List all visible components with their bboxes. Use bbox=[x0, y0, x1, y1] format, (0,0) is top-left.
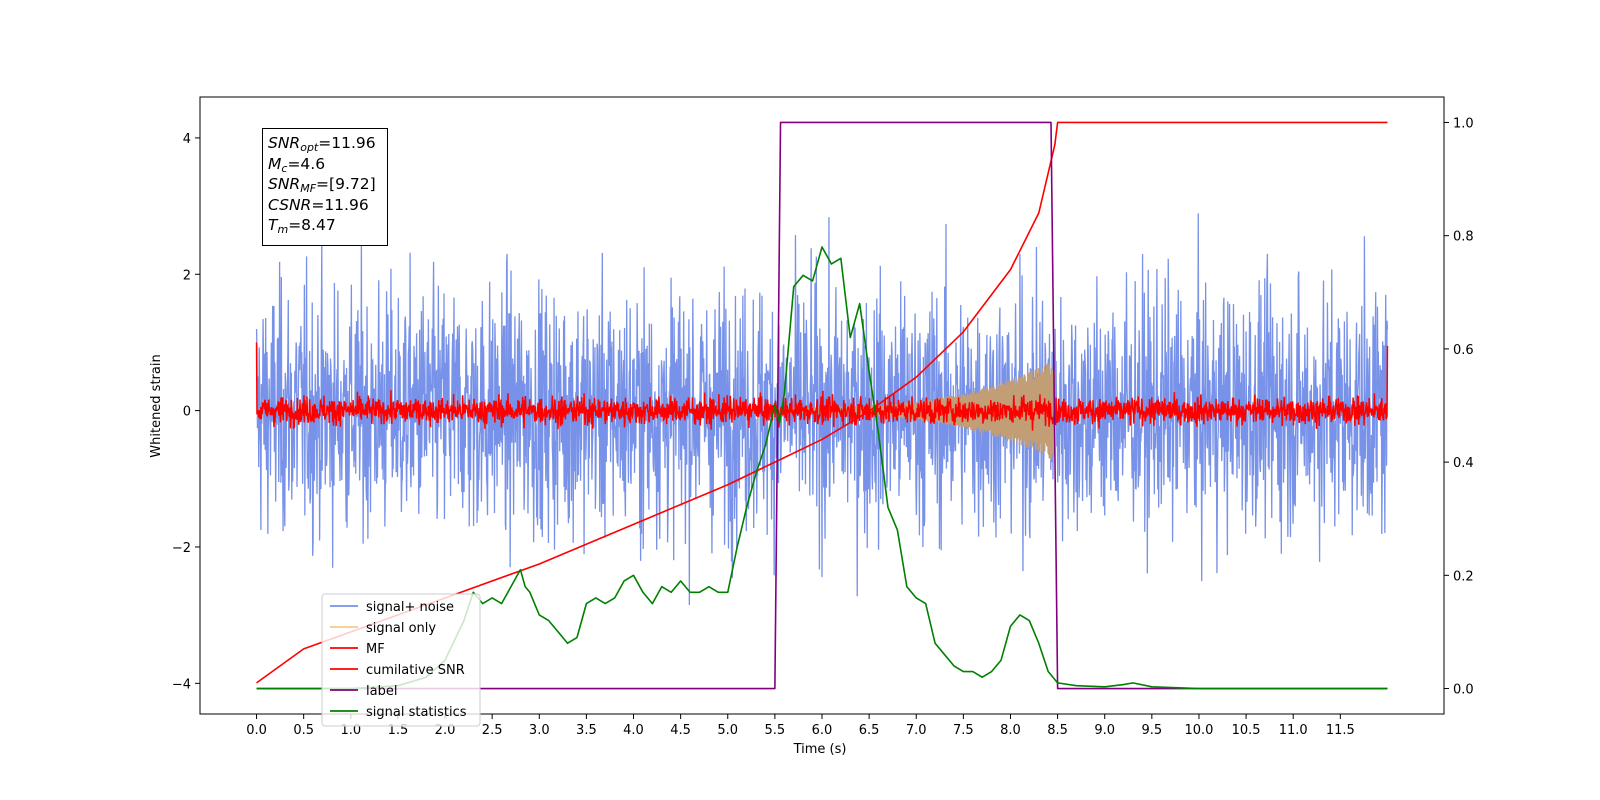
legend-frame bbox=[321, 593, 481, 727]
snr-opt-value: =11.96 bbox=[318, 134, 376, 152]
x-tick-label: 1.0 bbox=[340, 723, 361, 738]
snr-mf-line: SNRMF=[9.72] bbox=[268, 175, 376, 195]
tm-line: Tm=8.47 bbox=[268, 216, 336, 236]
x-axis-label: Time (s) bbox=[793, 742, 847, 757]
x-tick-label: 10.0 bbox=[1184, 723, 1213, 738]
y-right-tick-label: 0.8 bbox=[1453, 230, 1474, 245]
x-tick-label: 8.0 bbox=[1000, 723, 1021, 738]
x-axis: 0.0 0.5 1.0 1.5 2.0 2.5 3.0 3.5 4.0 4.5 5.0 5.5 6.0 6… bbox=[246, 714, 1355, 738]
y-left-tick-label: 2 bbox=[183, 268, 191, 283]
series-signal-noise bbox=[255, 213, 1389, 606]
x-tick-label: 3.5 bbox=[576, 723, 597, 738]
series-mf bbox=[255, 342, 1389, 431]
y-left-tick-label: 4 bbox=[183, 132, 191, 147]
x-tick-label: 5.5 bbox=[765, 723, 786, 738]
y-left-tick-label: 0 bbox=[183, 405, 191, 420]
legend-label: MF bbox=[366, 642, 385, 657]
x-tick-label: 6.5 bbox=[859, 723, 880, 738]
y-left-tick-label: −2 bbox=[172, 541, 191, 556]
legend-label: signal statistics bbox=[366, 705, 467, 720]
y-axis-right: 0.0 0.2 0.4 0.6 0.8 1.0 bbox=[1444, 116, 1474, 698]
csnr-value: =11.96 bbox=[311, 195, 369, 214]
x-tick-label: 4.5 bbox=[670, 723, 691, 738]
mc-value: =4.6 bbox=[287, 154, 326, 173]
x-tick-label: 1.5 bbox=[388, 723, 409, 738]
y-left-tick-label: −4 bbox=[172, 677, 191, 692]
x-tick-label: 9.5 bbox=[1142, 723, 1163, 738]
y-right-tick-label: 1.0 bbox=[1453, 116, 1474, 131]
snr-mf-value: =[9.72] bbox=[316, 175, 376, 193]
y-right-tick-label: 0.6 bbox=[1453, 343, 1474, 358]
y-right-tick-label: 0.2 bbox=[1453, 569, 1474, 584]
x-tick-label: 10.5 bbox=[1232, 723, 1261, 738]
x-tick-label: 0.5 bbox=[293, 723, 314, 738]
x-tick-label: 2.0 bbox=[435, 723, 456, 738]
x-tick-label: 7.5 bbox=[953, 723, 974, 738]
legend-label: cumilative SNR bbox=[366, 663, 465, 678]
y-axis-left: −4 −2 0 2 4 bbox=[172, 132, 200, 692]
legend: signal+ noise signal only MF cumilative SNR… bbox=[321, 593, 481, 727]
y-right-tick-label: 0.0 bbox=[1453, 683, 1474, 698]
legend-label: label bbox=[366, 684, 397, 699]
series-label bbox=[256, 121, 1388, 690]
mc-line: Mc=4.6 bbox=[268, 154, 326, 175]
x-tick-label: 0.0 bbox=[246, 723, 267, 738]
x-tick-label: 2.5 bbox=[482, 723, 503, 738]
snr-opt-line: SNRopt=11.96 bbox=[268, 134, 376, 154]
x-tick-label: 9.0 bbox=[1094, 723, 1115, 738]
x-tick-label: 8.5 bbox=[1047, 723, 1068, 738]
csnr-line: CSNR=11.96 bbox=[268, 195, 369, 214]
legend-label: signal+ noise bbox=[366, 600, 454, 615]
y-axis-label: Whitened strain bbox=[149, 354, 164, 457]
stats-annotation-box: SNRopt=11.96 Mc=4.6 SNRMF=[9.72] CSNR=11… bbox=[262, 128, 388, 246]
x-tick-label: 11.5 bbox=[1326, 723, 1355, 738]
x-tick-label: 7.0 bbox=[906, 723, 927, 738]
x-tick-label: 6.0 bbox=[812, 723, 833, 738]
series-signal-statistics bbox=[256, 246, 1388, 690]
x-tick-label: 4.0 bbox=[623, 723, 644, 738]
tm-value: =8.47 bbox=[288, 216, 336, 234]
y-right-tick-label: 0.4 bbox=[1453, 456, 1474, 471]
legend-label: signal only bbox=[366, 621, 436, 636]
x-tick-label: 11.0 bbox=[1279, 723, 1308, 738]
x-tick-label: 3.0 bbox=[529, 723, 550, 738]
x-tick-label: 5.0 bbox=[717, 723, 738, 738]
